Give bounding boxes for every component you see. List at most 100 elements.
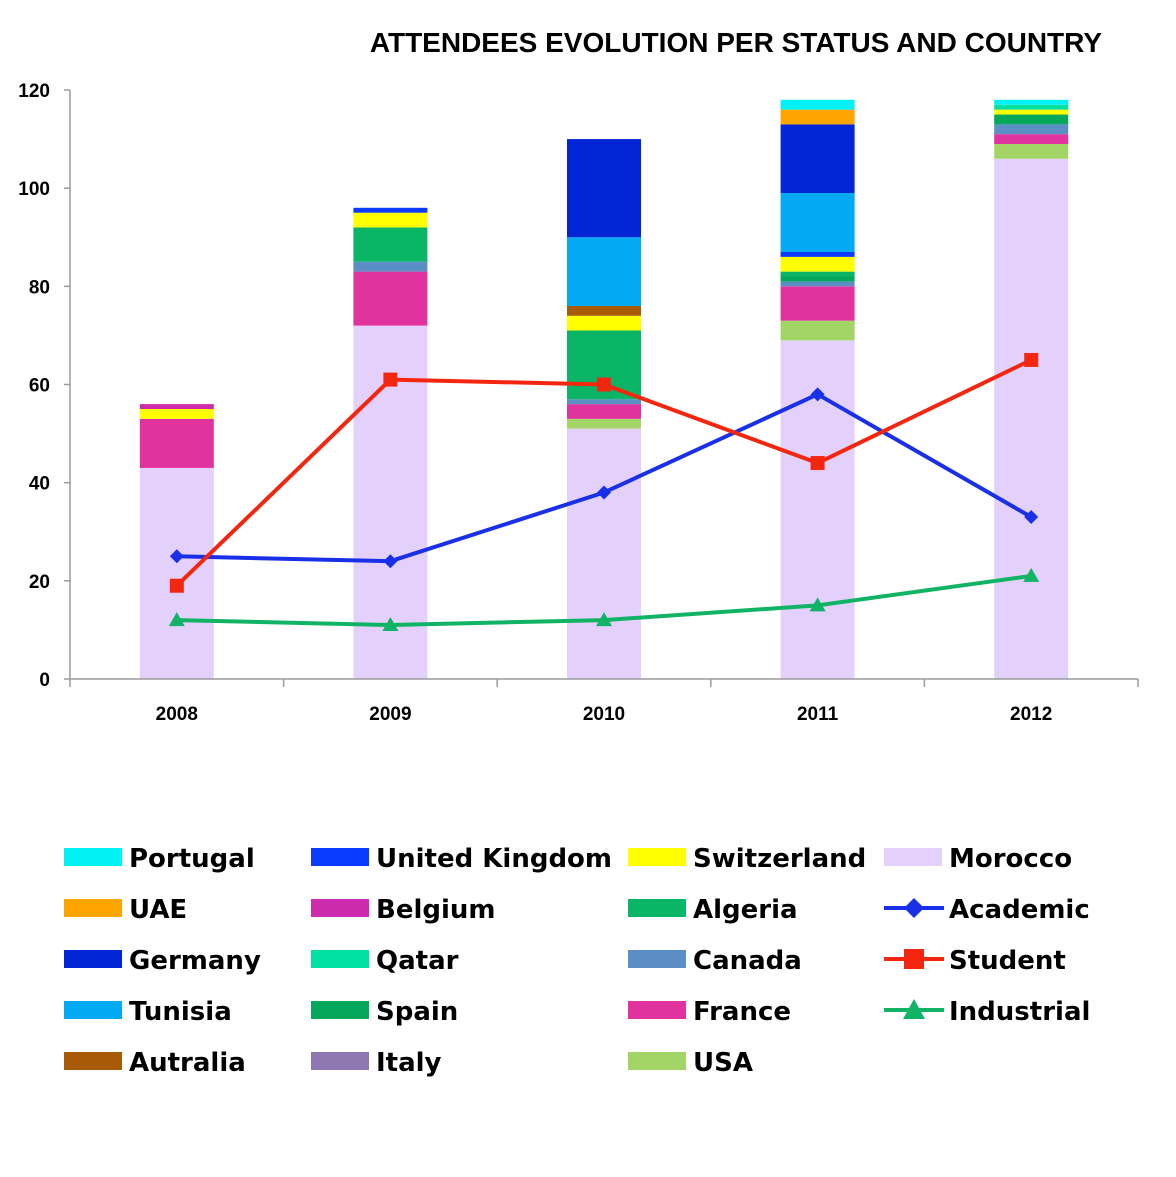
bar-segment-france-2009	[353, 271, 428, 326]
point-industrial-2012	[1023, 567, 1040, 582]
legend-swatch-united-kingdom	[311, 848, 369, 866]
legend-swatch-belgium	[311, 899, 369, 917]
legend-swatch-spain	[311, 1001, 369, 1019]
legend-swatch-algeria	[628, 899, 686, 917]
y-tick-label: 0	[39, 670, 50, 691]
point-industrial-2008	[168, 612, 185, 627]
legend-swatch-qatar	[311, 950, 369, 968]
bar-segment-morocco-2008	[139, 467, 214, 679]
bar-segment-morocco-2012	[994, 158, 1069, 679]
legend-label-morocco: Morocco	[949, 844, 1072, 874]
chart-title: ATTENDEES EVOLUTION PER STATUS AND COUNT…	[370, 27, 1102, 58]
y-tick-label: 120	[18, 81, 50, 102]
legend-label-france: France	[693, 997, 791, 1027]
bar-segment-france-2008	[139, 418, 214, 468]
bars-layer	[139, 99, 1069, 679]
legend-swatch-canada	[628, 950, 686, 968]
point-industrial-2010	[596, 612, 612, 627]
bar-segment-switzerland-2012	[994, 109, 1069, 115]
x-tick-label: 2008	[156, 704, 198, 725]
bar-segment-switzerland-2010	[567, 315, 641, 331]
legend-swatch-switzerland	[628, 848, 686, 866]
bar-segment-morocco-2010	[567, 428, 641, 679]
bar-segment-algeria-2011	[780, 271, 855, 277]
point-industrial-2011	[809, 597, 826, 612]
legend-label-spain: Spain	[376, 997, 458, 1027]
bar-segment-portugal-2011	[780, 99, 855, 110]
point-academic-2010	[597, 485, 611, 500]
legend-swatch-portugal	[64, 848, 122, 866]
bar-segment-france-2010	[567, 404, 641, 419]
bar-segment-united-kingdom-2009	[353, 207, 428, 213]
legend-swatch-usa	[628, 1052, 686, 1070]
y-tick-label: 40	[29, 474, 50, 495]
legend-swatch-france	[628, 1001, 686, 1019]
legend-marker-academic	[904, 898, 924, 918]
legend-label-usa: USA	[693, 1048, 753, 1078]
legend-swatch-morocco	[884, 848, 942, 866]
point-academic-2008	[169, 549, 184, 564]
y-tick-label: 60	[29, 376, 50, 397]
legend-swatch-italy	[311, 1052, 369, 1070]
bar-segment-tunisia-2010	[567, 237, 641, 306]
legend-swatch-autralia	[64, 1052, 122, 1070]
bar-segment-belgium-2008	[139, 404, 214, 410]
point-academic-2009	[383, 554, 398, 569]
x-tick-label: 2009	[369, 704, 411, 725]
bar-segment-autralia-2010	[567, 305, 641, 316]
legend-label-qatar: Qatar	[376, 946, 459, 976]
x-tick-label: 2012	[1010, 704, 1052, 725]
legend-label-uae: UAE	[129, 895, 187, 925]
bar-segment-canada-2009	[353, 261, 428, 272]
bar-segment-spain-2011	[780, 276, 855, 282]
point-student-2008	[169, 578, 184, 593]
point-industrial-2009	[382, 617, 399, 632]
bar-segment-canada-2010	[567, 399, 641, 405]
axes-layer: 0 20 40 60 80 100 120 2008 2009 2010 2011 2012	[18, 81, 1139, 725]
legend-label-switzerland: Switzerland	[693, 844, 866, 874]
legend-label-algeria: Algeria	[693, 895, 798, 925]
bar-segment-qatar-2012	[994, 104, 1069, 110]
bar-segment-usa-2011	[780, 320, 855, 341]
bar-segment-canada-2012	[994, 124, 1069, 135]
bar-segment-spain-2012	[994, 114, 1069, 125]
bar-segment-uae-2011	[780, 109, 855, 125]
point-student-2011	[810, 456, 825, 471]
bar-segment-switzerland-2008	[139, 409, 214, 419]
point-student-2010	[597, 377, 611, 392]
bar-segment-canada-2011	[780, 281, 855, 287]
legend: Portugal UAE Germany Tunisia Autralia United …	[64, 844, 1090, 1078]
legend-label-belgium: Belgium	[376, 895, 496, 925]
legend-label-italy: Italy	[376, 1048, 442, 1078]
bar-segment-france-2011	[780, 286, 855, 321]
legend-label-student: Student	[949, 946, 1066, 976]
bar-segment-tunisia-2011	[780, 193, 855, 252]
legend-marker-student	[904, 949, 924, 969]
y-tick-label: 100	[18, 179, 50, 200]
legend-swatch-germany	[64, 950, 122, 968]
legend-label-tunisia: Tunisia	[129, 997, 232, 1027]
point-academic-2011	[810, 387, 825, 402]
legend-label-united-kingdom: United Kingdom	[376, 844, 612, 874]
point-student-2009	[383, 372, 398, 387]
bar-segment-germany-2010	[567, 139, 641, 238]
bar-segment-switzerland-2009	[353, 212, 428, 228]
bar-segment-portugal-2012	[994, 99, 1069, 105]
bar-segment-united-kingdom-2011	[780, 251, 855, 257]
legend-label-portugal: Portugal	[129, 844, 255, 874]
point-student-2012	[1024, 352, 1039, 367]
bar-segment-switzerland-2011	[780, 256, 855, 272]
legend-swatch-uae	[64, 899, 122, 917]
x-tick-label: 2010	[583, 704, 625, 725]
legend-label-industrial: Industrial	[949, 997, 1090, 1027]
y-tick-label: 80	[29, 277, 50, 298]
legend-label-academic: Academic	[949, 895, 1090, 925]
x-tick-label: 2011	[797, 704, 839, 725]
legend-marker-industrial	[903, 999, 925, 1019]
lines-layer	[168, 352, 1040, 632]
legend-label-autralia: Autralia	[129, 1048, 246, 1078]
legend-label-germany: Germany	[129, 946, 261, 976]
legend-label-canada: Canada	[693, 946, 802, 976]
bar-segment-france-2012	[994, 134, 1069, 144]
